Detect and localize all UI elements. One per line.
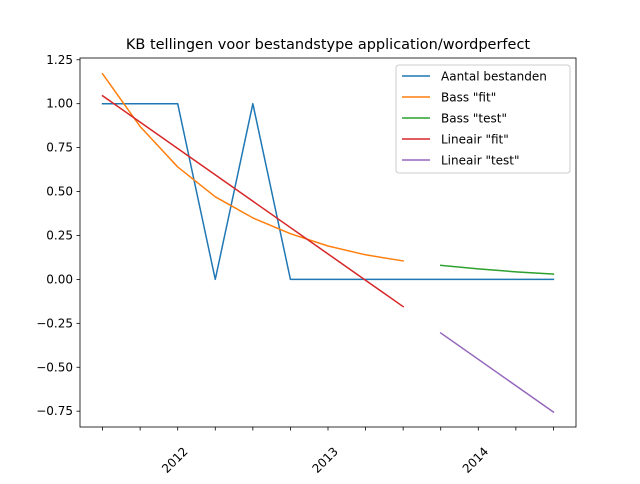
- y-tick-label: 1.25: [46, 53, 73, 67]
- y-tick-label: 0.00: [46, 272, 73, 286]
- y-tick-label: −0.75: [36, 404, 73, 418]
- series-line-4: [439, 331, 555, 414]
- series-line-0: [101, 102, 555, 281]
- y-tick-label: 1.00: [46, 97, 73, 111]
- y-tick-label: 0.50: [46, 185, 73, 199]
- legend-label: Lineair "fit": [441, 133, 509, 147]
- y-tick-label: 0.75: [46, 141, 73, 155]
- legend-label: Aantal bestanden: [441, 70, 547, 84]
- y-tick-label: −0.25: [36, 316, 73, 330]
- legend-label: Lineair "test": [441, 154, 520, 168]
- series-line-2: [439, 264, 555, 275]
- chart-title: KB tellingen voor bestandstype applicati…: [126, 37, 531, 53]
- series-line-3: [101, 94, 405, 308]
- legend-label: Bass "test": [441, 112, 507, 126]
- series-line-1: [101, 72, 405, 262]
- y-tick-label: 0.25: [46, 228, 73, 242]
- legend-box: [395, 64, 571, 174]
- y-tick-label: −0.50: [36, 360, 73, 374]
- legend-label: Bass "fit": [441, 91, 496, 105]
